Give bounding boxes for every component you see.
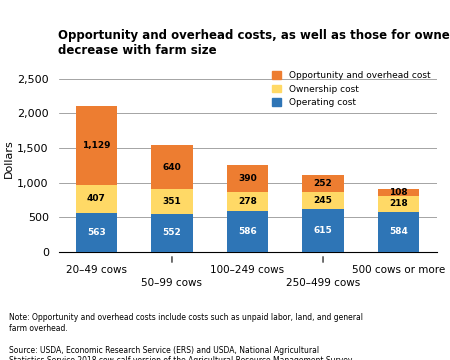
Bar (227, 192, 268, 211)
Bar (378, 212, 419, 252)
Legend: Opportunity and overhead cost, Ownership cost, Operating cost: Opportunity and overhead cost, Ownership… (269, 68, 434, 111)
Text: 50–99 cows: 50–99 cows (141, 278, 202, 288)
Bar (378, 197, 419, 212)
Bar (151, 145, 193, 189)
Bar (76, 107, 117, 185)
Text: 390: 390 (238, 174, 257, 183)
Text: 218: 218 (389, 199, 408, 208)
Text: 245: 245 (314, 196, 333, 205)
Bar (76, 185, 117, 213)
Text: 108: 108 (389, 188, 408, 197)
Text: Source: USDA, Economic Research Service (ERS) and USDA, National Agricultural
St: Source: USDA, Economic Research Service … (9, 346, 352, 360)
Bar (302, 210, 344, 252)
Text: 500 cows or more: 500 cows or more (352, 265, 445, 275)
Bar (378, 189, 419, 197)
Bar (151, 189, 193, 214)
Text: 563: 563 (87, 228, 106, 237)
Text: 552: 552 (162, 228, 181, 237)
Text: Opportunity and overhead costs, as well as those for ownership,
decrease with fa: Opportunity and overhead costs, as well … (58, 29, 450, 57)
Y-axis label: Dollars: Dollars (4, 139, 14, 178)
Text: 586: 586 (238, 227, 257, 236)
Bar (227, 165, 268, 192)
Text: 640: 640 (162, 163, 181, 172)
Text: 20–49 cows: 20–49 cows (66, 265, 127, 275)
Text: 407: 407 (87, 194, 106, 203)
Bar (302, 192, 344, 210)
Text: 615: 615 (314, 226, 333, 235)
Text: 250–499 cows: 250–499 cows (286, 278, 360, 288)
Text: 584: 584 (389, 227, 408, 236)
Text: 1,129: 1,129 (82, 141, 111, 150)
Text: 278: 278 (238, 197, 257, 206)
Bar (76, 213, 117, 252)
Text: Note: Opportunity and overhead costs include costs such as unpaid labor, land, a: Note: Opportunity and overhead costs inc… (9, 313, 363, 333)
Bar (227, 211, 268, 252)
Text: 100–249 cows: 100–249 cows (211, 265, 284, 275)
Text: 351: 351 (162, 197, 181, 206)
Text: 252: 252 (314, 179, 333, 188)
Bar (151, 214, 193, 252)
Bar (302, 175, 344, 192)
